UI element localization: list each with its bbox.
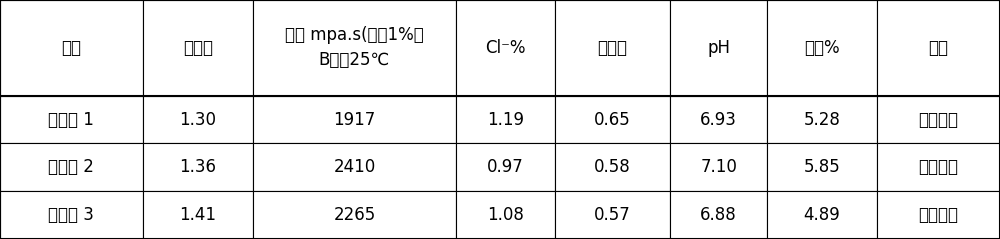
- Text: 2410: 2410: [333, 158, 376, 176]
- Bar: [670, 191, 767, 239]
- Text: 1.41: 1.41: [179, 206, 216, 224]
- Bar: [456, 143, 555, 191]
- Bar: [555, 96, 670, 143]
- Bar: [253, 96, 456, 143]
- Bar: [0, 143, 143, 191]
- Bar: [555, 191, 670, 239]
- Bar: [670, 96, 767, 143]
- Bar: [767, 96, 877, 143]
- Text: 7.10: 7.10: [700, 158, 737, 176]
- Bar: [877, 96, 1000, 143]
- Text: 白色粉末: 白色粉末: [918, 158, 958, 176]
- Text: 1.08: 1.08: [487, 206, 524, 224]
- Bar: [877, 143, 1000, 191]
- Text: 实施例 1: 实施例 1: [48, 110, 94, 129]
- Text: 0.65: 0.65: [594, 110, 631, 129]
- Text: 取代度: 取代度: [183, 39, 213, 57]
- Text: 0.57: 0.57: [594, 206, 631, 224]
- Text: 5.28: 5.28: [804, 110, 840, 129]
- Bar: [143, 0, 253, 96]
- Bar: [877, 0, 1000, 96]
- Text: 6.93: 6.93: [700, 110, 737, 129]
- Text: 外观: 外观: [928, 39, 948, 57]
- Bar: [143, 143, 253, 191]
- Text: 5.85: 5.85: [804, 158, 840, 176]
- Bar: [670, 143, 767, 191]
- Text: 6.88: 6.88: [700, 206, 737, 224]
- Text: 白色粉末: 白色粉末: [918, 206, 958, 224]
- Bar: [670, 0, 767, 96]
- Bar: [767, 143, 877, 191]
- Text: 粘度 mpa.s(湿，1%，
B），25℃: 粘度 mpa.s(湿，1%， B），25℃: [285, 26, 424, 69]
- Text: 1.19: 1.19: [487, 110, 524, 129]
- Bar: [143, 191, 253, 239]
- Text: 实施例 3: 实施例 3: [48, 206, 94, 224]
- Bar: [0, 0, 143, 96]
- Text: 实施例 2: 实施例 2: [48, 158, 94, 176]
- Text: 1.30: 1.30: [179, 110, 216, 129]
- Text: 水分%: 水分%: [804, 39, 840, 57]
- Text: Cl⁻%: Cl⁻%: [485, 39, 526, 57]
- Bar: [767, 0, 877, 96]
- Bar: [456, 96, 555, 143]
- Text: 白色粉末: 白色粉末: [918, 110, 958, 129]
- Bar: [877, 191, 1000, 239]
- Bar: [253, 191, 456, 239]
- Bar: [555, 0, 670, 96]
- Text: 4.89: 4.89: [804, 206, 840, 224]
- Bar: [253, 0, 456, 96]
- Text: pH: pH: [707, 39, 730, 57]
- Text: 0.97: 0.97: [487, 158, 524, 176]
- Bar: [456, 0, 555, 96]
- Text: 1917: 1917: [333, 110, 376, 129]
- Bar: [0, 96, 143, 143]
- Text: 酸粘比: 酸粘比: [598, 39, 628, 57]
- Text: 2265: 2265: [333, 206, 376, 224]
- Text: 0.58: 0.58: [594, 158, 631, 176]
- Bar: [253, 143, 456, 191]
- Text: 1.36: 1.36: [179, 158, 216, 176]
- Bar: [767, 191, 877, 239]
- Text: 批号: 批号: [61, 39, 81, 57]
- Bar: [456, 191, 555, 239]
- Bar: [143, 96, 253, 143]
- Bar: [555, 143, 670, 191]
- Bar: [0, 191, 143, 239]
